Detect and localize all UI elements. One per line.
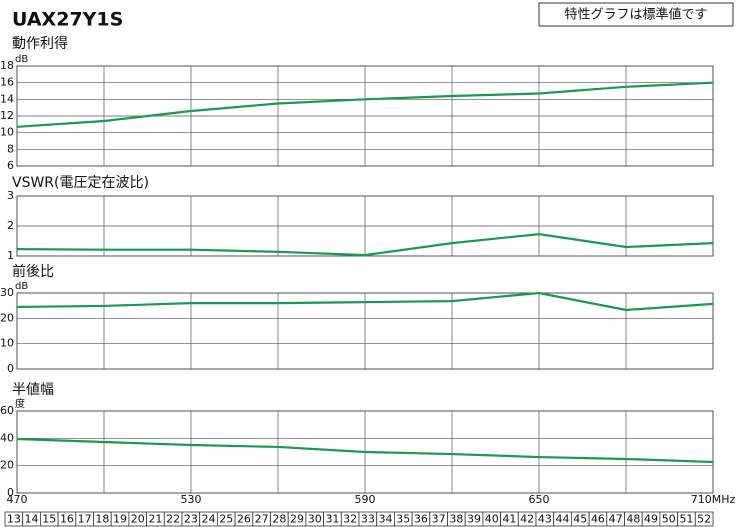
- y-tick-label: 20: [0, 459, 14, 472]
- y-tick-label: 60: [0, 404, 14, 417]
- y-tick-label: 20: [0, 311, 14, 324]
- channel-number: 52: [697, 513, 711, 526]
- model-name: UAX27Y1S: [12, 9, 123, 31]
- y-tick-label: 10: [0, 337, 14, 350]
- y-tick-label: 8: [7, 142, 14, 155]
- channel-number: 44: [556, 513, 570, 526]
- y-tick-label: 12: [0, 109, 14, 122]
- y-tick-label: 0: [7, 362, 14, 375]
- channel-number: 15: [42, 513, 56, 526]
- channel-number: 37: [432, 513, 446, 526]
- x-tick-label: 470: [7, 493, 28, 506]
- channel-number: 43: [538, 513, 552, 526]
- y-tick-label: 16: [0, 76, 14, 89]
- data-line: [16, 81, 714, 128]
- data-line: [16, 437, 714, 464]
- channel-number: 26: [237, 513, 251, 526]
- x-tick-label: 710MHz: [691, 493, 736, 506]
- y-tick-label: 14: [0, 92, 14, 105]
- channel-number: 42: [520, 513, 534, 526]
- channel-number: 46: [591, 513, 605, 526]
- channel-number: 33: [361, 513, 375, 526]
- note: 特性グラフは標準値です: [564, 7, 707, 23]
- y-tick-label: 0: [7, 486, 14, 499]
- channel-number: 14: [25, 513, 39, 526]
- channel-number: 32: [343, 513, 357, 526]
- channel-number: 23: [184, 513, 198, 526]
- channel-number: 39: [467, 513, 481, 526]
- y-tick-label: 3: [7, 189, 14, 202]
- channel-number: 31: [325, 513, 339, 526]
- chart-title: 半値幅: [12, 382, 54, 398]
- channel-number: 47: [609, 513, 623, 526]
- y-unit: dB: [15, 281, 28, 292]
- y-unit: 度: [15, 397, 25, 410]
- channel-number: 21: [148, 513, 162, 526]
- channel-number: 28: [272, 513, 286, 526]
- data-line: [16, 232, 714, 257]
- channel-number: 45: [573, 513, 587, 526]
- x-tick-label: 650: [529, 493, 550, 506]
- channel-number: 40: [485, 513, 499, 526]
- chart-title: 動作利得: [12, 35, 68, 52]
- y-tick-label: 6: [7, 159, 14, 172]
- y-tick-label: 10: [0, 126, 14, 139]
- channel-number: 16: [60, 513, 74, 526]
- channel-number: 22: [166, 513, 180, 526]
- channel-number: 24: [202, 513, 216, 526]
- channel-number: 29: [290, 513, 304, 526]
- y-tick-label: 30: [0, 286, 14, 299]
- channel-number: 48: [626, 513, 640, 526]
- chart-title: VSWR(電圧定在波比): [12, 175, 149, 191]
- channel-number: 20: [131, 513, 145, 526]
- chart-title: 前後比: [12, 263, 54, 280]
- channel-number: 41: [502, 513, 516, 526]
- y-tick-label: 2: [7, 219, 14, 232]
- x-tick-label: 530: [181, 493, 202, 506]
- channel-number: 18: [95, 513, 109, 526]
- channel-number: 27: [255, 513, 269, 526]
- y-tick-label: 40: [0, 431, 14, 444]
- channel-number: 25: [219, 513, 233, 526]
- x-tick-label: 590: [355, 493, 376, 506]
- channel-number: 50: [662, 513, 676, 526]
- y-tick-label: 1: [7, 249, 14, 262]
- channel-number: 19: [113, 513, 127, 526]
- channel-box: [694, 511, 714, 527]
- channel-number: 38: [449, 513, 463, 526]
- y-tick-label: 18: [0, 59, 14, 72]
- channel-number: 49: [644, 513, 658, 526]
- channel-number: 36: [414, 513, 428, 526]
- channel-number: 34: [379, 513, 393, 526]
- channel-number: 13: [7, 513, 21, 526]
- note-box: [538, 2, 734, 27]
- channel-number: 51: [679, 513, 693, 526]
- channel-number: 35: [396, 513, 410, 526]
- y-unit: dB: [15, 54, 28, 65]
- data-line: [16, 291, 714, 312]
- channel-number: 17: [78, 513, 92, 526]
- channel-number: 30: [308, 513, 322, 526]
